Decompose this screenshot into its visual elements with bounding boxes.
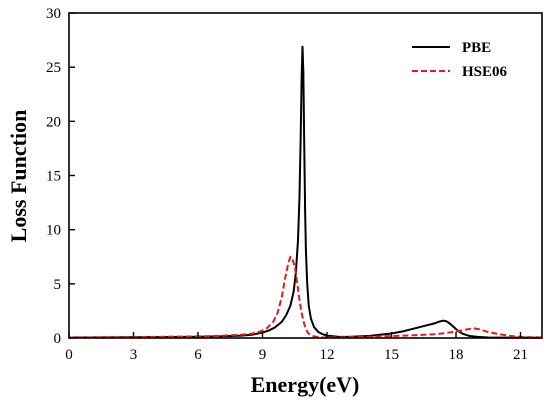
x-tick-label: 12 [320, 347, 335, 363]
x-tick-label: 9 [259, 347, 267, 363]
y-tick-label: 20 [46, 114, 61, 130]
y-tick-label: 0 [54, 331, 62, 347]
x-tick-label: 18 [449, 347, 464, 363]
y-tick-label: 30 [46, 6, 61, 22]
y-tick-label: 10 [46, 223, 61, 239]
y-tick-label: 15 [46, 169, 61, 185]
y-tick-label: 5 [54, 277, 62, 293]
x-tick-label: 6 [194, 347, 202, 363]
x-tick-label: 21 [513, 347, 528, 363]
x-tick-label: 15 [384, 347, 399, 363]
legend-label-pbe: PBE [462, 40, 491, 56]
series-line-pbe [68, 45, 543, 339]
axes-layer: 0 3 6 9 12 15 18 21 0 5 10 15 20 25 30 [46, 6, 543, 363]
x-tick-label: 3 [130, 347, 138, 363]
y-axis-title: Loss Function [6, 110, 31, 243]
plot-layer [68, 45, 543, 339]
x-axis-title: Energy(eV) [251, 372, 360, 397]
legend: PBE HSE06 [412, 40, 508, 80]
series-line-hse06 [68, 255, 543, 339]
x-tick-label: 0 [65, 347, 73, 363]
y-tick-label: 25 [46, 60, 61, 76]
legend-label-hse06: HSE06 [462, 64, 508, 80]
